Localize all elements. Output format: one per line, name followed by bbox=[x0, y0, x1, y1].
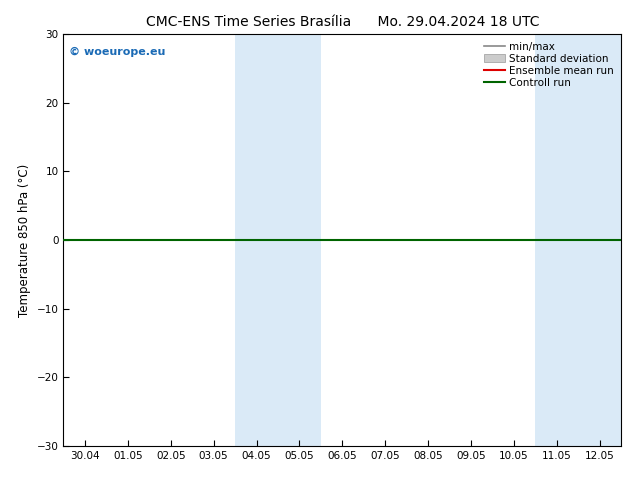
Legend: min/max, Standard deviation, Ensemble mean run, Controll run: min/max, Standard deviation, Ensemble me… bbox=[482, 40, 616, 90]
Bar bbox=[235, 34, 321, 446]
Title: CMC-ENS Time Series Brasília      Mo. 29.04.2024 18 UTC: CMC-ENS Time Series Brasília Mo. 29.04.2… bbox=[146, 15, 539, 29]
Y-axis label: Temperature 850 hPa (°C): Temperature 850 hPa (°C) bbox=[18, 164, 31, 317]
Text: © woeurope.eu: © woeurope.eu bbox=[69, 47, 165, 57]
Bar bbox=[536, 34, 621, 446]
